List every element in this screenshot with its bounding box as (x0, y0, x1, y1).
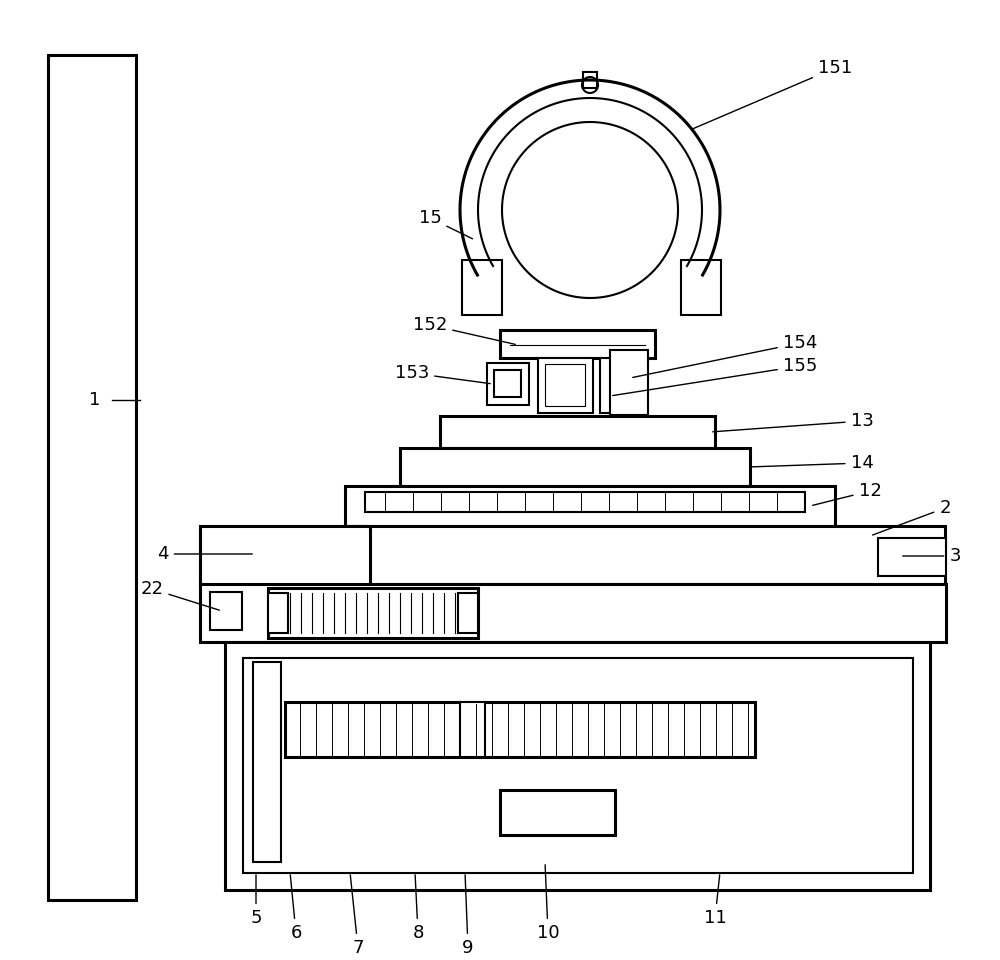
Bar (253, 662, 281, 862)
Text: 5: 5 (250, 875, 262, 927)
Text: 155: 155 (613, 357, 817, 396)
Bar (400, 448, 750, 486)
Bar (210, 592, 242, 630)
Bar (200, 526, 370, 586)
Text: 151: 151 (693, 59, 852, 129)
Bar (545, 364, 585, 406)
Bar (500, 330, 655, 358)
Bar (610, 350, 648, 415)
Text: 11: 11 (704, 875, 726, 927)
Text: 13: 13 (713, 412, 873, 432)
Text: 154: 154 (633, 334, 817, 377)
Bar (500, 790, 615, 835)
Text: 15: 15 (419, 209, 473, 239)
Bar (878, 538, 946, 576)
Bar (460, 702, 485, 757)
Text: 153: 153 (395, 364, 490, 384)
Text: 3: 3 (903, 547, 961, 565)
Bar (494, 370, 521, 397)
Bar (458, 593, 478, 633)
Bar (345, 486, 835, 526)
Bar (365, 492, 805, 512)
Bar (462, 260, 502, 315)
Bar (200, 584, 946, 642)
Text: 152: 152 (413, 316, 515, 345)
Text: 8: 8 (412, 875, 424, 942)
Bar (268, 593, 288, 633)
Bar (243, 658, 913, 873)
Bar (440, 416, 715, 448)
Text: 9: 9 (462, 875, 474, 957)
Text: 2: 2 (873, 499, 951, 535)
Bar (200, 526, 945, 584)
Text: 22: 22 (140, 580, 219, 611)
Text: 1: 1 (89, 391, 101, 409)
Text: 6: 6 (290, 875, 302, 942)
Bar (268, 588, 478, 638)
Bar (48, 55, 136, 900)
Bar (681, 260, 721, 315)
Text: 14: 14 (751, 454, 873, 472)
Bar (225, 642, 930, 890)
Text: 7: 7 (350, 875, 364, 957)
Bar (285, 702, 755, 757)
Text: 4: 4 (157, 545, 252, 563)
Text: 10: 10 (537, 865, 559, 942)
Bar (583, 72, 597, 88)
Bar (538, 358, 593, 413)
Bar (600, 358, 645, 413)
Text: 12: 12 (813, 482, 881, 505)
Bar (487, 363, 529, 405)
